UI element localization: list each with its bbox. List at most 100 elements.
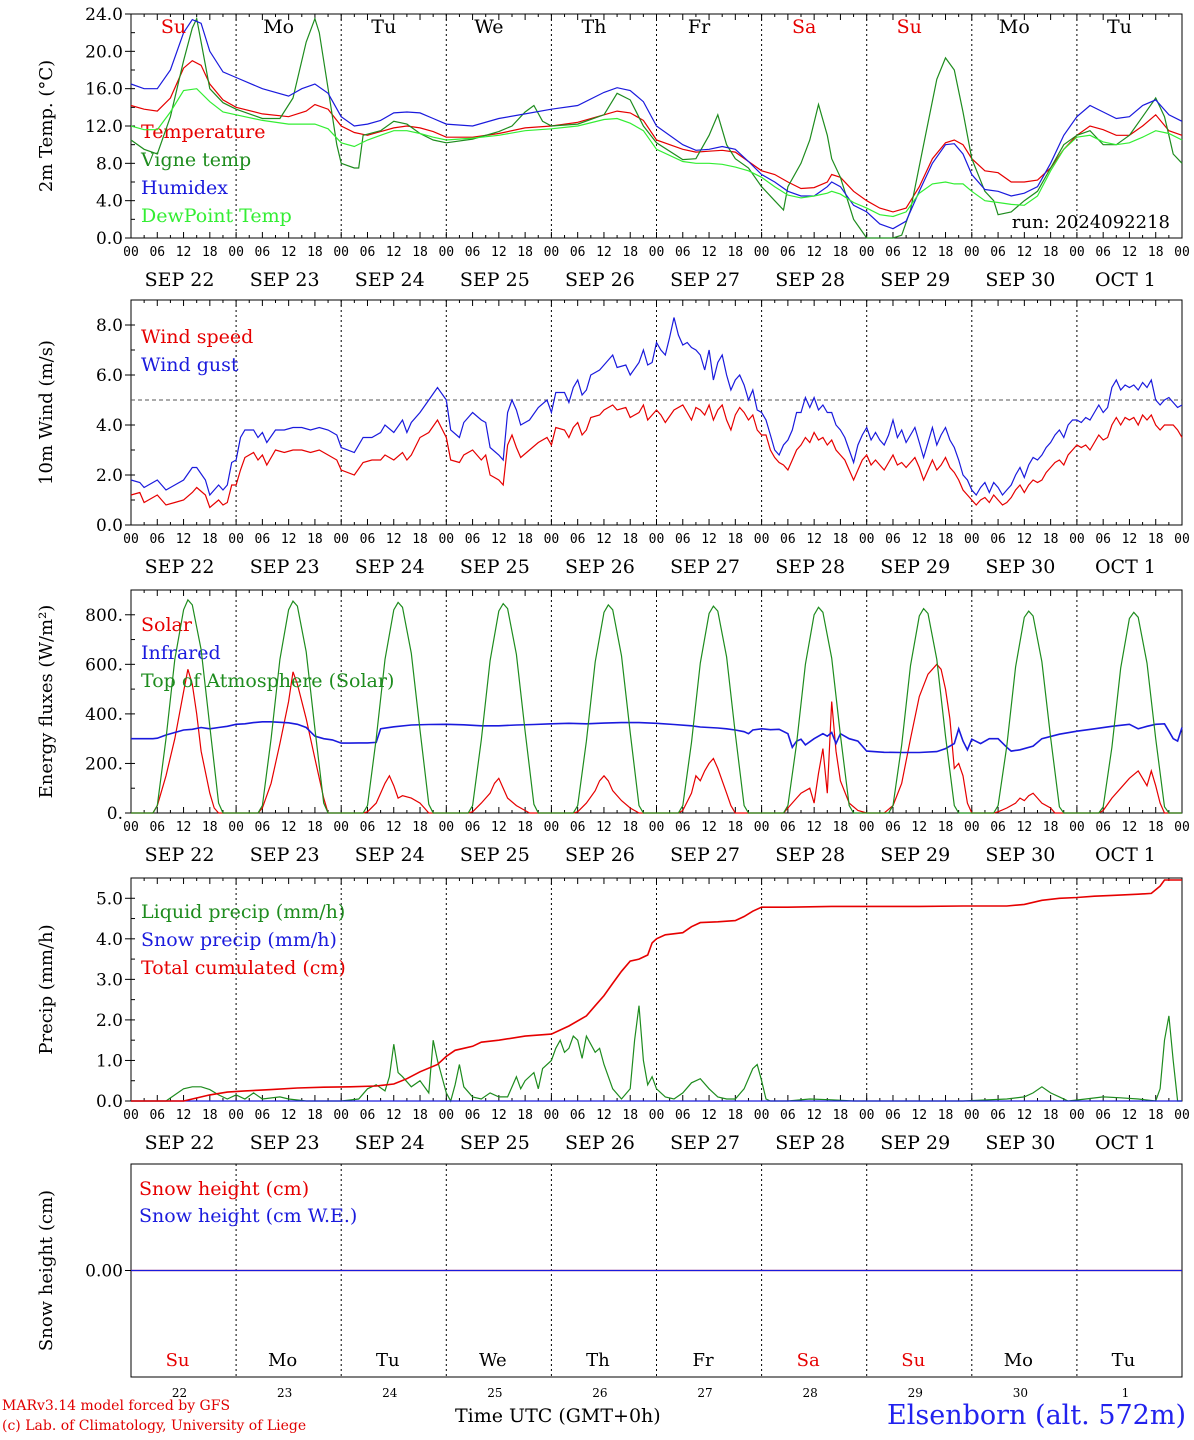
precip-y-axis-label: Precip (mm/h) bbox=[36, 924, 57, 1054]
temp-y-tick-label: 0.0 bbox=[96, 229, 123, 249]
precip-date-label: SEP 22 bbox=[145, 1132, 215, 1154]
energy-hour-label: 00 bbox=[859, 820, 875, 835]
temp-y-tick-label: 12.0 bbox=[85, 117, 123, 137]
wind-hour-label: 00 bbox=[754, 532, 770, 547]
energy-y-tick-label: 600. bbox=[85, 655, 123, 675]
temp-date-label: SEP 24 bbox=[355, 269, 425, 291]
energy-hour-label: 18 bbox=[412, 820, 428, 835]
precip-hour-label: 18 bbox=[412, 1108, 428, 1123]
temp-hour-label: 18 bbox=[727, 245, 743, 260]
energy-hour-label: 06 bbox=[1095, 820, 1111, 835]
precip-series-total-cumulated-cm- bbox=[131, 879, 1182, 1102]
precip-y-tick-label: 1.0 bbox=[96, 1051, 123, 1071]
snow-weekday-label: Fr bbox=[693, 1350, 714, 1371]
energy-hour-label: 00 bbox=[964, 820, 980, 835]
precip-date-label: SEP 27 bbox=[670, 1132, 740, 1154]
wind-hour-label: 06 bbox=[780, 532, 796, 547]
temp-y-tick-label: 4.0 bbox=[96, 192, 123, 212]
energy-hour-label: 12 bbox=[176, 820, 192, 835]
temp-hour-label: 12 bbox=[176, 245, 192, 260]
wind-y-tick-label: 4.0 bbox=[96, 416, 123, 436]
weekday-label: Tu bbox=[371, 16, 396, 38]
temp-hour-label: 06 bbox=[360, 245, 376, 260]
precip-hour-label: 06 bbox=[570, 1108, 586, 1123]
temp-y-tick-label: 8.0 bbox=[96, 154, 123, 174]
snow-weekday-label: Th bbox=[586, 1350, 610, 1371]
precip-series-liquid-precip-mm-h- bbox=[131, 1005, 1182, 1103]
temp-hour-label: 12 bbox=[1017, 245, 1033, 260]
wind-date-label: SEP 27 bbox=[670, 556, 740, 578]
temp-legend-entry: Humidex bbox=[141, 177, 228, 199]
wind-hour-label: 00 bbox=[438, 532, 454, 547]
temp-date-label: SEP 28 bbox=[775, 269, 845, 291]
energy-hour-label: 00 bbox=[438, 820, 454, 835]
precip-hour-label: 06 bbox=[255, 1108, 271, 1123]
temp-series-humidex bbox=[130, 18, 1183, 230]
temp-hour-label: 18 bbox=[833, 245, 849, 260]
energy-legend-entry: Solar bbox=[141, 614, 193, 636]
wind-hour-label: 18 bbox=[622, 532, 638, 547]
snow-weekday-label: Sa bbox=[797, 1350, 820, 1371]
wind-date-label: SEP 24 bbox=[355, 556, 425, 578]
energy-date-label: SEP 28 bbox=[775, 844, 845, 866]
temp-hour-label: 06 bbox=[885, 245, 901, 260]
energy-hour-label: 18 bbox=[517, 820, 533, 835]
energy-y-axis-label: Energy fluxes (W/m²) bbox=[36, 605, 57, 799]
wind-date-label: SEP 30 bbox=[985, 556, 1055, 578]
precip-hour-label: 00 bbox=[649, 1108, 665, 1123]
temp-hour-label: 18 bbox=[412, 245, 428, 260]
weekday-label: Mo bbox=[263, 16, 294, 38]
wind-hour-label: 18 bbox=[202, 532, 218, 547]
wind-date-label: SEP 28 bbox=[775, 556, 845, 578]
precip-hour-label: 12 bbox=[911, 1108, 927, 1123]
temp-series-dewpoint-temp bbox=[130, 88, 1183, 218]
energy-date-label: SEP 22 bbox=[145, 844, 215, 866]
precip-date-label: SEP 25 bbox=[460, 1132, 530, 1154]
energy-hour-label: 00 bbox=[123, 820, 139, 835]
wind-hour-label: 00 bbox=[544, 532, 560, 547]
temp-hour-label: 18 bbox=[202, 245, 218, 260]
temp-date-label: OCT 1 bbox=[1095, 269, 1156, 291]
wind-y-tick-label: 2.0 bbox=[96, 466, 123, 486]
precip-date-label: SEP 23 bbox=[250, 1132, 320, 1154]
snow-y-tick-label: 0.00 bbox=[85, 1262, 123, 1282]
precip-date-label: OCT 1 bbox=[1095, 1132, 1156, 1154]
wind-date-label: SEP 26 bbox=[565, 556, 635, 578]
model-credit: MARv3.14 model forced by GFS bbox=[2, 1398, 231, 1414]
energy-date-label: SEP 26 bbox=[565, 844, 635, 866]
temp-hour-label: 06 bbox=[675, 245, 691, 260]
temp-legend-entry: Vigne temp bbox=[140, 149, 251, 171]
temp-hour-label: 12 bbox=[386, 245, 402, 260]
precip-hour-label: 12 bbox=[281, 1108, 297, 1123]
energy-hour-label: 18 bbox=[202, 820, 218, 835]
temp-hour-label: 00 bbox=[544, 245, 560, 260]
temp-date-label: SEP 23 bbox=[250, 269, 320, 291]
energy-hour-label: 06 bbox=[780, 820, 796, 835]
precip-hour-label: 18 bbox=[1148, 1108, 1164, 1123]
energy-hour-label: 18 bbox=[727, 820, 743, 835]
temp-hour-label: 06 bbox=[149, 245, 165, 260]
precip-date-label: SEP 24 bbox=[355, 1132, 425, 1154]
energy-hour-label: 18 bbox=[1148, 820, 1164, 835]
energy-hour-label: 00 bbox=[1069, 820, 1085, 835]
energy-hour-label: 06 bbox=[149, 820, 165, 835]
temp-series-vigne-temp bbox=[130, 16, 1183, 239]
wind-hour-label: 12 bbox=[491, 532, 507, 547]
wind-hour-label: 06 bbox=[1095, 532, 1111, 547]
temp-hour-label: 00 bbox=[228, 245, 244, 260]
temp-hour-label: 06 bbox=[1095, 245, 1111, 260]
energy-hour-label: 06 bbox=[465, 820, 481, 835]
energy-hour-label: 06 bbox=[885, 820, 901, 835]
snow-day-number: 23 bbox=[277, 1386, 292, 1400]
energy-hour-label: 12 bbox=[281, 820, 297, 835]
precip-hour-label: 00 bbox=[754, 1108, 770, 1123]
precip-date-label: SEP 30 bbox=[985, 1132, 1055, 1154]
snow-day-number: 22 bbox=[172, 1386, 187, 1400]
wind-series-wind-speed bbox=[130, 403, 1183, 509]
energy-hour-label: 12 bbox=[596, 820, 612, 835]
temp-hour-label: 18 bbox=[938, 245, 954, 260]
weekday-label: Th bbox=[581, 16, 606, 38]
temp-date-label: SEP 26 bbox=[565, 269, 635, 291]
temp-date-label: SEP 30 bbox=[985, 269, 1055, 291]
energy-hour-label: 00 bbox=[544, 820, 560, 835]
